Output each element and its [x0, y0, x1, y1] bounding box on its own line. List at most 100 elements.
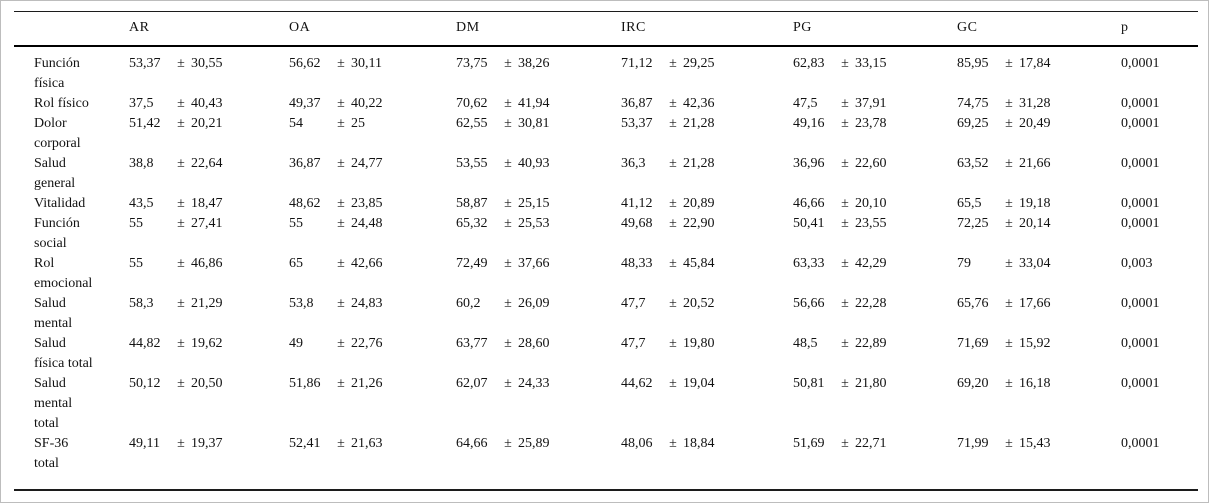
- sd-value: 28,60: [518, 336, 550, 351]
- plus-minus-sign: ±: [504, 216, 512, 231]
- value-cell: 36,87 ±24,77: [289, 154, 456, 194]
- plus-minus-sign: ±: [1005, 296, 1013, 311]
- mean-value: 49,68: [621, 216, 653, 231]
- row-label-line: Rol físico: [34, 96, 89, 111]
- mean-value: 71,69: [957, 336, 989, 351]
- sd-value: 33,15: [855, 56, 887, 71]
- sd-value: 15,43: [1019, 436, 1051, 451]
- sd-value: 27,41: [191, 216, 223, 231]
- table-row: Vitalidad 43,5 ±18,47 48,62 ±23,85 58,87 ±25,1…: [14, 194, 1198, 214]
- value-cell: 72,49 ±37,66: [456, 254, 621, 294]
- mean-value: 72,25: [957, 216, 989, 231]
- value-wrap: 72,25 ±20,14: [957, 214, 1121, 234]
- mean-value: 48,62: [289, 196, 321, 211]
- sd-value: 19,37: [191, 436, 223, 451]
- value-cell: 44,62 ±19,04: [621, 374, 793, 434]
- value-wrap: 56,66 ±22,28: [793, 294, 957, 314]
- value-cell: 51,42 ±20,21: [129, 114, 289, 154]
- header-row: AR OA DM IRC PG GC p: [14, 11, 1198, 47]
- value-wrap: 49,11 ±19,37: [129, 434, 289, 454]
- table-row: Rol físico 37,5 ±40,43 49,37 ±40,22 70,62 ±41,…: [14, 94, 1198, 114]
- value-cell: 58,87 ±25,15: [456, 194, 621, 214]
- sd-value: 21,26: [351, 376, 383, 391]
- value-wrap: 47,7 ±19,80: [621, 334, 793, 354]
- value-wrap: 50,12 ±20,50: [129, 374, 289, 394]
- value-cell: 44,82 ±19,62: [129, 334, 289, 374]
- plus-minus-sign: ±: [337, 296, 345, 311]
- value-cell: 36,87 ±42,36: [621, 94, 793, 114]
- value-cell: 48,06 ±18,84: [621, 434, 793, 490]
- plus-minus-sign: ±: [669, 116, 677, 131]
- value-cell: 50,12 ±20,50: [129, 374, 289, 434]
- sd-value: 19,62: [191, 336, 223, 351]
- value-wrap: 58,3 ±21,29: [129, 294, 289, 314]
- mean-value: 47,7: [621, 336, 646, 351]
- plus-minus-sign: ±: [337, 156, 345, 171]
- mean-value: 65,76: [957, 296, 989, 311]
- sd-value: 24,83: [351, 296, 383, 311]
- value-wrap: 36,87 ±42,36: [621, 94, 793, 114]
- value-wrap: 63,52 ±21,66: [957, 154, 1121, 174]
- row-label-line: social: [34, 236, 67, 251]
- plus-minus-sign: ±: [177, 216, 185, 231]
- plus-minus-sign: ±: [177, 156, 185, 171]
- mean-value: 44,82: [129, 336, 161, 351]
- plus-minus-sign: ±: [337, 56, 345, 71]
- sd-value: 21,80: [855, 376, 887, 391]
- plus-minus-sign: ±: [669, 436, 677, 451]
- plus-minus-sign: ±: [504, 116, 512, 131]
- value-cell: 63,77 ±28,60: [456, 334, 621, 374]
- mean-value: 38,8: [129, 156, 154, 171]
- sd-value: 21,66: [1019, 156, 1051, 171]
- sd-value: 22,28: [855, 296, 887, 311]
- sd-value: 17,84: [1019, 56, 1051, 71]
- mean-value: 63,33: [793, 256, 825, 271]
- sd-value: 42,29: [855, 256, 887, 271]
- value-cell: 53,55 ±40,93: [456, 154, 621, 194]
- value-wrap: 85,95 ±17,84: [957, 54, 1121, 74]
- plus-minus-sign: ±: [504, 56, 512, 71]
- value-cell: 47,7 ±20,52: [621, 294, 793, 334]
- value-cell: 71,99 ±15,43: [957, 434, 1121, 490]
- sd-value: 22,89: [855, 336, 887, 351]
- row-label: SF-36 total: [14, 434, 129, 490]
- value-cell: 43,5 ±18,47: [129, 194, 289, 214]
- value-wrap: 38,8 ±22,64: [129, 154, 289, 174]
- value-wrap: 49,37 ±40,22: [289, 94, 456, 114]
- column-header-ar: AR: [129, 11, 289, 47]
- value-cell: 70,62 ±41,94: [456, 94, 621, 114]
- plus-minus-sign: ±: [177, 116, 185, 131]
- plus-minus-sign: ±: [841, 376, 849, 391]
- mean-value: 64,66: [456, 436, 488, 451]
- sd-value: 20,89: [683, 196, 715, 211]
- row-label-line: física: [34, 76, 65, 91]
- row-label-line: corporal: [34, 136, 81, 151]
- value-wrap: 53,37 ±30,55: [129, 54, 289, 74]
- sd-value: 22,64: [191, 156, 223, 171]
- value-cell: 65 ±42,66: [289, 254, 456, 294]
- sd-value: 15,92: [1019, 336, 1051, 351]
- value-wrap: 73,75 ±38,26: [456, 54, 621, 74]
- plus-minus-sign: ±: [504, 256, 512, 271]
- value-cell: 65,32 ±25,53: [456, 214, 621, 254]
- sd-value: 29,25: [683, 56, 715, 71]
- sd-value: 20,50: [191, 376, 223, 391]
- mean-value: 47,5: [793, 96, 818, 111]
- table-header: AR OA DM IRC PG GC p: [14, 11, 1198, 47]
- table-row: Salud general 38,8 ±22,64 36,87 ±24,77 53,55 ±4…: [14, 154, 1198, 194]
- value-cell: 69,25 ±20,49: [957, 114, 1121, 154]
- row-label: Salud física total: [14, 334, 129, 374]
- column-header-dm: DM: [456, 11, 621, 47]
- value-cell: 73,75 ±38,26: [456, 46, 621, 94]
- sd-value: 30,11: [351, 56, 382, 71]
- mean-value: 74,75: [957, 96, 989, 111]
- sd-value: 24,33: [518, 376, 550, 391]
- plus-minus-sign: ±: [1005, 336, 1013, 351]
- value-wrap: 53,8 ±24,83: [289, 294, 456, 314]
- value-cell: 71,69 ±15,92: [957, 334, 1121, 374]
- row-label-line: Rol: [34, 256, 55, 271]
- value-wrap: 36,87 ±24,77: [289, 154, 456, 174]
- row-label-line: total: [34, 456, 59, 471]
- plus-minus-sign: ±: [337, 336, 345, 351]
- value-wrap: 71,12 ±29,25: [621, 54, 793, 74]
